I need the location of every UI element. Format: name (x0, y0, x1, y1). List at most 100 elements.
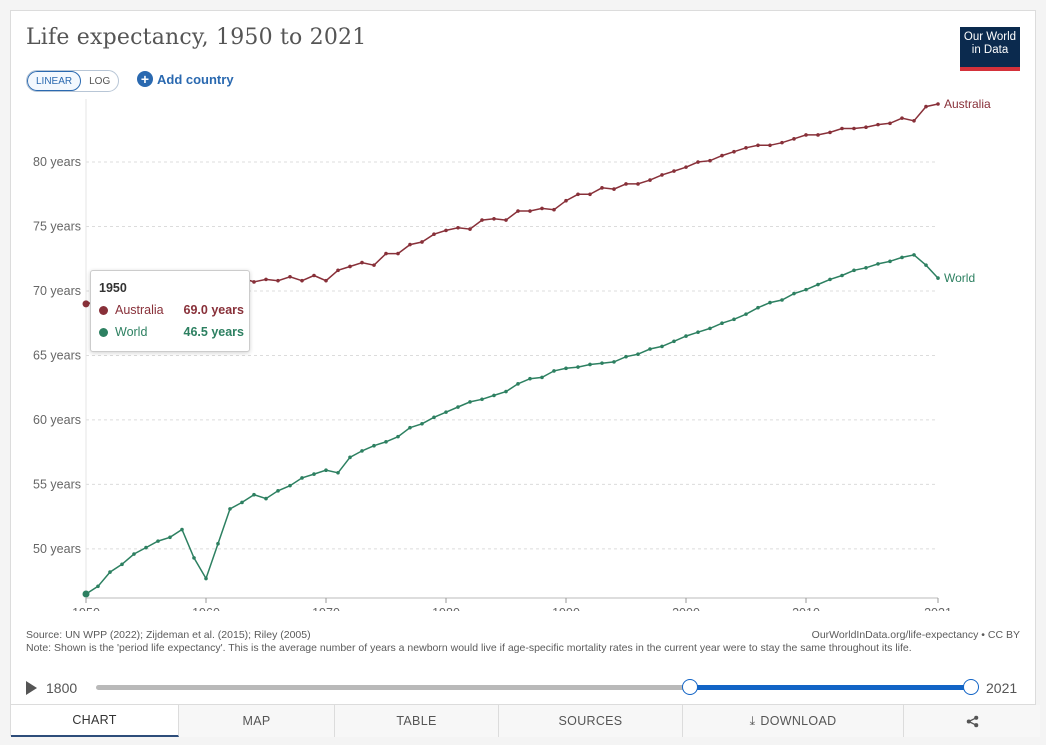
data-point (576, 192, 580, 197)
data-point (408, 242, 412, 247)
owid-logo[interactable]: Our World in Data (960, 27, 1020, 71)
line-chart[interactable]: 50 years 55 years 60 years 65 years 70 years… (11, 11, 1035, 611)
data-point (768, 143, 772, 148)
y-tick-label: 55 years (33, 477, 81, 491)
data-point (408, 425, 412, 430)
data-point (240, 500, 244, 505)
data-point (840, 126, 844, 131)
tab-bar: CHART MAP TABLE SOURCES ⤓ DOWNLOAD (11, 704, 1040, 737)
data-point (204, 576, 208, 581)
data-point (372, 263, 376, 267)
data-point (684, 165, 688, 169)
footer-notes: Source: UN WPP (2022); Zijdeman et al. (… (26, 629, 912, 655)
logo-line-2: in Data (971, 44, 1009, 56)
download-icon: ⤓ (749, 713, 756, 728)
data-point (492, 393, 496, 398)
data-point (624, 182, 628, 186)
data-point (180, 527, 184, 532)
timeline-start-handle[interactable] (682, 679, 698, 695)
data-point (756, 305, 760, 310)
data-point (360, 449, 364, 453)
tab-share[interactable] (904, 705, 1040, 737)
data-point (648, 347, 652, 351)
timeline-track[interactable] (96, 685, 974, 690)
data-point (456, 225, 460, 230)
data-point (156, 539, 160, 543)
data-point (924, 263, 928, 267)
tab-chart[interactable]: CHART (11, 705, 179, 737)
data-point (828, 277, 832, 282)
data-point (384, 440, 388, 444)
data-point (912, 118, 916, 123)
timeline-end-label: 2021 (986, 680, 1018, 696)
data-point (924, 104, 928, 109)
data-point (900, 116, 904, 120)
data-point (468, 400, 472, 404)
data-point (636, 182, 640, 186)
log-scale-button[interactable]: LOG (89, 75, 111, 87)
timeline-range-fill (691, 685, 973, 690)
data-point (276, 278, 280, 283)
linear-scale-button[interactable]: LINEAR (27, 71, 82, 91)
tab-download[interactable]: ⤓ DOWNLOAD (683, 705, 904, 737)
data-point (432, 232, 436, 237)
world-dot-icon (99, 327, 108, 337)
timeline: 1800 2021 (26, 677, 1022, 699)
data-point (336, 268, 340, 273)
data-point (168, 535, 172, 540)
y-tick-label: 75 years (33, 220, 81, 234)
data-point (384, 251, 388, 256)
data-point (696, 160, 700, 164)
data-point (900, 255, 904, 260)
tab-map[interactable]: MAP (179, 705, 335, 737)
tooltip-series-value: 46.5 years (183, 325, 244, 339)
data-point (780, 140, 784, 145)
data-point (300, 476, 304, 480)
data-point (708, 158, 712, 163)
data-point (144, 545, 148, 550)
data-point (936, 102, 940, 106)
timeline-end-handle[interactable] (963, 679, 979, 695)
data-point (252, 492, 256, 497)
plus-icon: + (137, 71, 153, 87)
data-point (936, 276, 940, 280)
series-end-label: World (944, 271, 975, 285)
data-point (288, 274, 292, 279)
australia-dot-icon (99, 305, 108, 315)
tab-sources[interactable]: SOURCES (499, 705, 683, 737)
tooltip-series-name: Australia (115, 303, 164, 317)
data-point (252, 280, 256, 284)
data-point (732, 317, 736, 322)
data-point (324, 278, 328, 283)
data-point (720, 153, 724, 158)
data-point (264, 496, 268, 501)
data-point (780, 298, 784, 302)
data-point (816, 133, 820, 137)
y-tick-label: 80 years (33, 155, 81, 169)
data-point (612, 187, 616, 191)
source-url-link[interactable]: OurWorldInData.org/life-expectancy • CC … (811, 629, 1020, 641)
x-tick-label: 1960 (192, 606, 220, 611)
data-point (852, 268, 856, 273)
add-country-button[interactable]: + Add country (137, 71, 234, 87)
series-line-world (85, 254, 939, 595)
data-point (912, 253, 916, 257)
y-tick-label: 70 years (33, 284, 81, 298)
scale-toggle: LINEAR LOG (26, 70, 120, 92)
data-point (588, 362, 592, 367)
data-point (444, 410, 448, 414)
play-icon[interactable] (26, 681, 37, 695)
tab-table[interactable]: TABLE (335, 705, 499, 737)
data-point (528, 376, 532, 381)
data-point (492, 216, 496, 221)
y-tick-label: 65 years (33, 348, 81, 362)
data-point (564, 366, 568, 371)
data-point (672, 169, 676, 173)
data-point (480, 397, 484, 402)
data-point (300, 278, 304, 283)
data-point (396, 251, 400, 256)
data-point (744, 312, 748, 316)
data-point (756, 143, 760, 148)
data-point (636, 352, 640, 356)
data-point (696, 330, 700, 335)
